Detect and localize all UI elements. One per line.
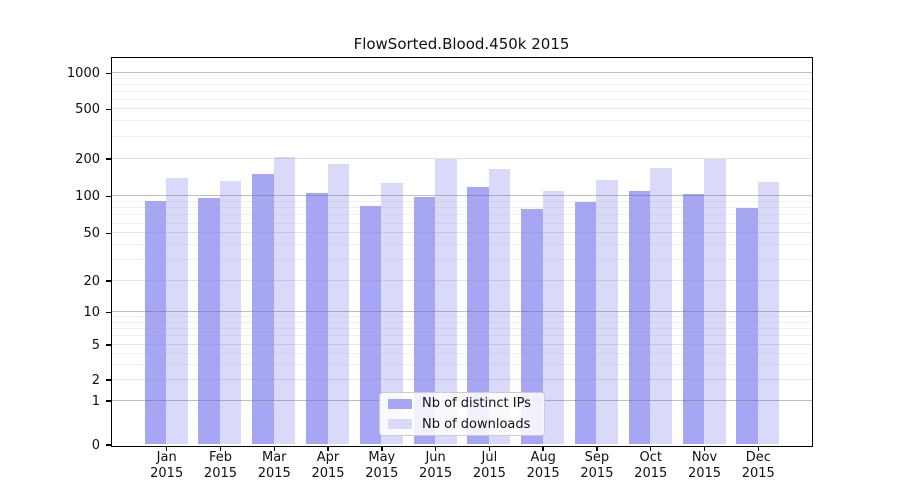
y-tick-label-1: 1 [91,393,100,409]
bar-oct-downloads [650,168,672,445]
bar-jun-downloads [435,159,457,445]
x-tick-mark-nov [703,446,706,451]
bar-mar-distinct-ips [252,173,274,445]
x-tick-label-feb: Feb 2015 [203,450,238,481]
bar-apr-downloads [327,163,350,445]
x-tick-mark-mar [273,446,275,451]
y-tick-mark-200 [105,158,111,160]
bar-sep-distinct-ips [574,202,597,445]
x-tick-mark-jul [488,446,491,451]
bar-jul-distinct-ips [467,186,489,445]
x-tick-mark-dec [757,446,760,451]
bar-jan-downloads [166,178,188,445]
y-tick-mark-1000 [105,72,111,75]
x-tick-label-dec: Dec 2015 [741,450,775,481]
x-tick-mark-oct [649,446,652,451]
bar-aug-downloads [542,190,565,445]
plot-area [110,56,813,447]
x-tick-mark-feb [219,446,222,451]
y-tick-mark-100 [105,195,111,198]
y-tick-label-200: 200 [75,151,100,167]
y-tick-mark-2 [105,379,111,381]
bar-dec-downloads [757,182,780,445]
y-tick-label-20: 20 [83,273,100,289]
x-tick-mark-may [381,446,383,451]
legend-label-downloads: Nb of downloads [422,416,531,432]
y-tick-label-100: 100 [75,188,100,204]
x-tick-label-oct: Oct 2015 [634,450,668,481]
x-tick-label-nov: Nov 2015 [687,450,722,481]
chart-title: FlowSorted.Blood.450k 2015 [353,35,570,53]
x-tick-label-sep: Sep 2015 [580,450,614,481]
legend-swatch-downloads [388,419,412,430]
legend-row-distinct-ips: Nb of distinct IPs [380,395,544,413]
bar-jul-downloads [488,168,511,445]
y-tick-label-500: 500 [75,101,100,117]
y-tick-label-10: 10 [83,304,100,320]
y-tick-mark-20 [105,280,111,282]
bars-layer [112,58,812,446]
x-tick-label-mar: Mar 2015 [257,450,291,481]
y-tick-mark-10 [105,311,111,314]
y-tick-mark-50 [105,232,111,235]
legend-row-downloads: Nb of downloads [380,416,544,434]
x-tick-label-may: May 2015 [365,450,399,481]
bar-nov-distinct-ips [682,194,704,445]
y-tick-label-50: 50 [83,225,100,241]
y-tick-label-2: 2 [91,372,100,388]
y-tick-label-0: 0 [91,437,100,453]
bar-feb-distinct-ips [198,197,220,445]
x-tick-mark-sep [596,446,598,451]
y-tick-mark-1 [105,400,111,402]
bar-feb-downloads [219,180,242,445]
x-tick-mark-jan [165,446,168,451]
legend: Nb of distinct IPs Nb of downloads [379,392,545,436]
x-tick-label-aug: Aug 2015 [526,450,560,481]
y-tick-mark-500 [105,108,111,111]
y-tick-mark-0 [105,444,111,446]
y-tick-label-5: 5 [91,337,100,353]
y-tick-label-1000: 1000 [66,65,100,81]
legend-swatch-distinct-ips [388,398,412,409]
x-tick-mark-jun [434,446,437,451]
x-tick-mark-aug [542,446,544,451]
bar-jan-distinct-ips [144,201,167,445]
bar-jun-distinct-ips [413,197,436,445]
x-tick-label-apr: Apr 2015 [311,450,345,481]
bar-apr-distinct-ips [306,192,328,445]
bar-may-downloads [381,182,403,445]
bar-nov-downloads [704,159,726,445]
x-tick-label-jan: Jan 2015 [150,450,184,481]
y-tick-mark-5 [105,344,111,346]
legend-label-distinct-ips: Nb of distinct IPs [422,396,531,412]
bar-mar-downloads [273,156,296,445]
bar-oct-distinct-ips [628,190,651,445]
bar-aug-distinct-ips [521,209,543,445]
bar-dec-distinct-ips [736,208,758,445]
x-tick-label-jun: Jun 2015 [419,450,453,481]
x-tick-mark-apr [327,446,329,451]
bar-may-distinct-ips [359,206,382,445]
x-tick-label-jul: Jul 2015 [472,450,506,481]
bar-sep-downloads [596,180,618,445]
